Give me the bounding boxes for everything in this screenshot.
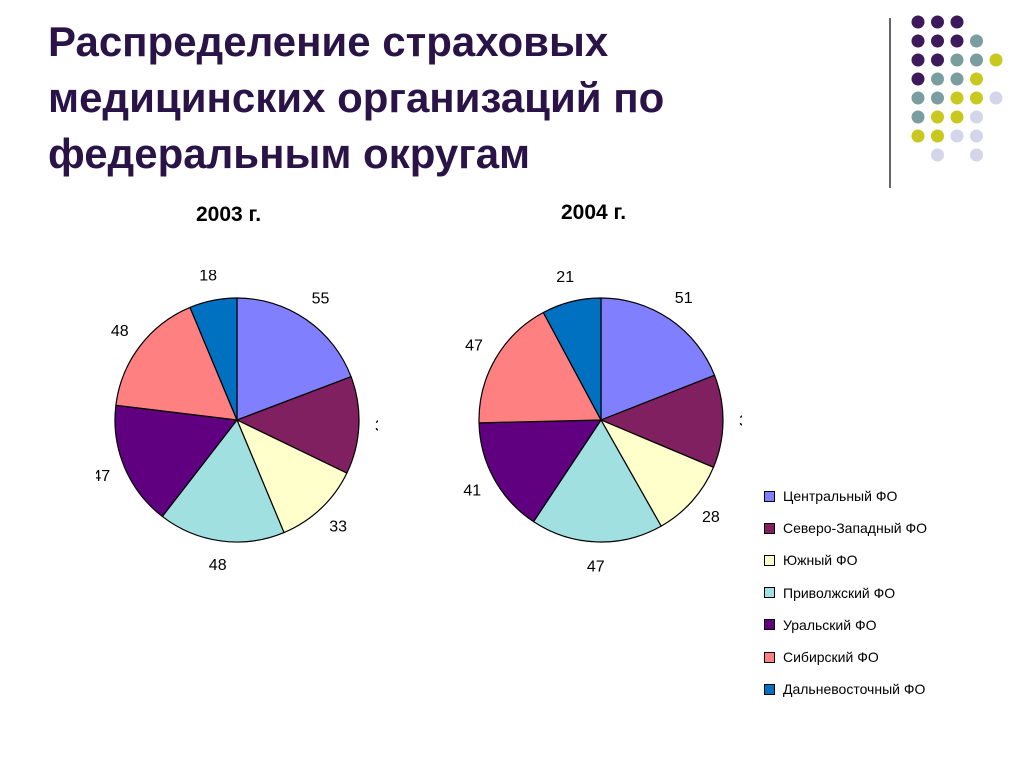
data-label-0-2: 33 — [329, 518, 347, 535]
decorative-dot — [911, 53, 925, 67]
legend-item: Приволжский ФО — [764, 577, 927, 609]
data-label-0-4: 47 — [96, 468, 110, 485]
vertical-divider — [889, 18, 891, 188]
legend-swatch — [764, 619, 775, 631]
decorative-dot — [911, 129, 925, 143]
pie-chart-2003: 55 37 33 48 47 48 18 — [96, 270, 378, 574]
data-label-1-3: 47 — [587, 558, 605, 575]
decorative-dot-grid — [911, 15, 1003, 162]
decorative-dot — [970, 34, 983, 48]
decorative-dot — [970, 72, 983, 86]
data-label-0-3: 48 — [209, 557, 227, 574]
decorative-dot — [950, 91, 964, 105]
decorative-dot — [950, 110, 964, 124]
legend-item: Уральский ФО — [764, 609, 927, 641]
chart-title-2004: 2004 г. — [561, 201, 627, 224]
decorative-dot — [950, 72, 964, 86]
decorative-dot — [970, 129, 983, 143]
data-label-1-2: 28 — [702, 509, 720, 526]
decorative-dot — [950, 129, 964, 143]
legend-item: Дальневосточный ФО — [764, 673, 927, 705]
decorative-dot — [911, 72, 925, 86]
decorative-dot — [931, 34, 944, 48]
legend-label: Южный ФО — [783, 552, 858, 569]
data-label-1-6: 21 — [556, 270, 574, 286]
decorative-dot — [970, 110, 983, 124]
decorative-dot — [931, 15, 944, 29]
data-label-1-5: 47 — [465, 338, 483, 355]
pie-slice-1-2 — [600, 419, 715, 527]
pie-slice-0-5 — [115, 306, 238, 421]
legend-swatch — [764, 651, 775, 663]
page-title: Распределение страховых медицинских орга… — [48, 18, 665, 177]
decorative-dot — [950, 15, 964, 29]
pie-slice-1-1 — [600, 374, 724, 468]
decorative-dot — [931, 129, 944, 143]
pie-slice-1-3 — [532, 419, 662, 543]
pie-slice-1-4 — [478, 419, 602, 523]
legend-swatch — [764, 587, 775, 599]
pie-slice-0-2 — [236, 419, 348, 534]
data-label-0-6: 18 — [199, 270, 217, 284]
pie-chart-2004: 51 33 28 47 41 47 21 — [463, 270, 742, 575]
decorative-dot — [931, 91, 944, 105]
pie-slice-1-6 — [542, 297, 602, 421]
decorative-dot — [931, 110, 944, 124]
legend-swatch — [764, 490, 775, 502]
pie-slice-0-4 — [114, 404, 238, 518]
legend-item: Южный ФО — [764, 544, 927, 576]
decorative-dot — [970, 91, 983, 105]
pie-slice-0-3 — [161, 419, 285, 543]
legend-label: Центральный ФО — [783, 488, 898, 505]
legend-swatch — [764, 683, 775, 695]
data-label-1-0: 51 — [675, 290, 693, 307]
decorative-dot — [931, 148, 944, 162]
decorative-dot — [931, 53, 944, 67]
legend-label: Дальневосточный ФО — [783, 681, 926, 698]
legend-swatch — [764, 522, 775, 534]
data-label-0-1: 37 — [375, 418, 378, 435]
decorative-dot — [911, 110, 925, 124]
pie-slice-1-5 — [478, 311, 602, 424]
legend-item: Центральный ФО — [764, 480, 927, 512]
legend-item: Северо-Западный ФО — [764, 512, 927, 544]
data-label-1-1: 33 — [739, 413, 742, 430]
decorative-dot — [911, 91, 925, 105]
legend-swatch — [764, 554, 775, 566]
pie-slice-0-1 — [236, 376, 360, 474]
legend-label: Приволжский ФО — [783, 584, 896, 601]
legend-label: Северо-Западный ФО — [783, 520, 928, 537]
chart-title-2003: 2003 г. — [196, 203, 262, 226]
legend-item: Сибирский ФО — [764, 641, 927, 673]
pie-slice-0-0 — [236, 297, 352, 421]
legend-label: Уральский ФО — [783, 616, 877, 633]
data-label-0-5: 48 — [111, 323, 129, 340]
chart-legend: Центральный ФО Северо-Западный ФО Южный ФО… — [764, 480, 927, 705]
decorative-dot — [970, 148, 983, 162]
legend-label: Сибирский ФО — [783, 649, 879, 666]
decorative-dot — [911, 34, 925, 48]
decorative-dot — [989, 53, 1003, 67]
decorative-dot — [911, 15, 925, 29]
data-label-0-0: 55 — [312, 291, 330, 308]
decorative-dot — [950, 34, 964, 48]
pie-slice-0-6 — [189, 297, 238, 421]
decorative-dot — [950, 53, 964, 67]
pie-slice-1-0 — [600, 297, 716, 421]
decorative-dot — [931, 72, 944, 86]
data-label-1-4: 41 — [463, 483, 481, 500]
decorative-dot — [970, 53, 983, 67]
decorative-dot — [989, 91, 1003, 105]
